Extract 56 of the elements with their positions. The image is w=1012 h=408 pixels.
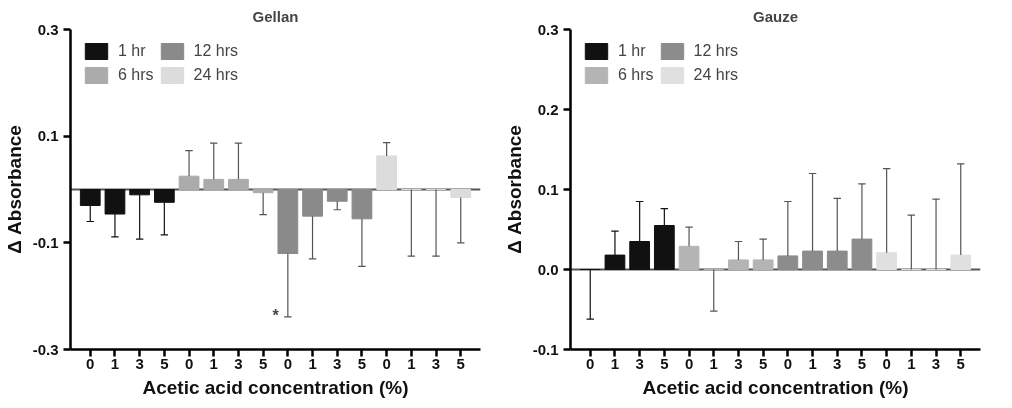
x-tick-label: 0 xyxy=(783,354,793,372)
x-tick-label: 3 xyxy=(333,354,342,372)
legend-label: 24 hrs xyxy=(693,66,739,84)
x-tick-label: 3 xyxy=(833,354,842,372)
chart-title: Gellan xyxy=(252,7,299,25)
x-tick-label: 0 xyxy=(684,354,694,372)
x-tick-label: 5 xyxy=(758,354,768,372)
x-tick-label: 3 xyxy=(635,354,644,372)
legend-label: 1 hr xyxy=(618,42,646,60)
x-tick-label: 5 xyxy=(956,354,965,372)
legend-label: 12 hrs xyxy=(693,42,739,60)
x-tick-label: 5 xyxy=(857,354,867,372)
chart-title: Gauze xyxy=(752,7,799,25)
x-tick-label: 3 xyxy=(234,354,243,372)
x-tick-label: 1 xyxy=(110,354,120,372)
x-tick-label: 5 xyxy=(258,354,268,372)
y-tick-label: 0.3 xyxy=(537,20,559,38)
y-tick-label: -0.1 xyxy=(32,233,59,251)
legend-label: 6 hrs xyxy=(118,66,154,84)
x-tick-label: 5 xyxy=(456,354,465,372)
x-tick-label: 0 xyxy=(86,354,95,372)
legend-label: 12 hrs xyxy=(193,42,239,60)
y-tick-label: 0.0 xyxy=(537,260,559,278)
x-axis-title: Acetic acid concentration (%) xyxy=(642,376,909,398)
x-tick-label: 1 xyxy=(209,354,218,372)
y-axis-title: Δ Absorbance xyxy=(503,125,525,254)
x-tick-label: 5 xyxy=(160,354,169,372)
x-tick-label: 3 xyxy=(135,354,144,372)
y-tick-label: 0.3 xyxy=(37,20,59,38)
y-tick-label: -0.1 xyxy=(532,340,559,358)
x-tick-label: 1 xyxy=(610,354,620,372)
annotation: * xyxy=(272,306,280,324)
x-tick-label: 0 xyxy=(382,354,391,372)
x-tick-label: 0 xyxy=(586,354,595,372)
x-axis-title: Acetic acid concentration (%) xyxy=(142,376,409,398)
x-tick-label: 5 xyxy=(357,354,367,372)
y-tick-label: -0.3 xyxy=(32,340,59,358)
x-tick-label: 1 xyxy=(907,354,916,372)
x-tick-label: 3 xyxy=(431,354,441,372)
legend-label: 1 hr xyxy=(118,42,146,60)
x-tick-label: 3 xyxy=(931,354,941,372)
x-tick-label: 1 xyxy=(709,354,718,372)
y-tick-label: 0.2 xyxy=(537,100,559,118)
y-axis-title: Δ Absorbance xyxy=(3,125,25,254)
x-tick-label: 5 xyxy=(660,354,669,372)
x-tick-label: 0 xyxy=(283,354,293,372)
x-tick-label: 0 xyxy=(184,354,194,372)
legend-label: 24 hrs xyxy=(193,66,239,84)
x-tick-label: 1 xyxy=(808,354,817,372)
x-tick-label: 1 xyxy=(407,354,416,372)
y-tick-label: 0.1 xyxy=(37,127,59,145)
x-tick-label: 1 xyxy=(308,354,317,372)
legend-label: 6 hrs xyxy=(618,66,654,84)
y-tick-label: 0.1 xyxy=(537,180,559,198)
x-tick-label: 3 xyxy=(734,354,743,372)
x-tick-label: 0 xyxy=(882,354,891,372)
